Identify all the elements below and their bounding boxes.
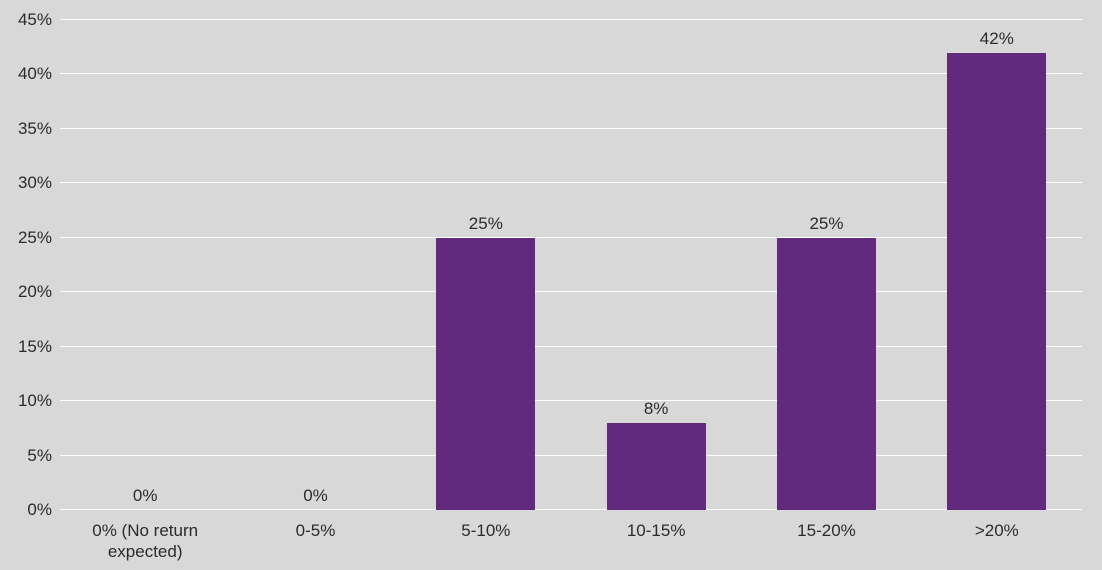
bar: 25% [777, 238, 876, 510]
y-tick-label: 5% [27, 446, 60, 466]
x-tick-label: 0-5% [230, 510, 400, 570]
y-tick-label: 30% [18, 173, 60, 193]
y-tick-label: 40% [18, 64, 60, 84]
y-tick-label: 0% [27, 500, 60, 520]
bar-slot: 42% [912, 20, 1082, 510]
bar-value-label: 0% [133, 486, 158, 510]
bar-slot: 8% [571, 20, 741, 510]
bar-slot: 25% [401, 20, 571, 510]
y-tick-label: 25% [18, 228, 60, 248]
y-tick-label: 45% [18, 10, 60, 30]
bar-value-label: 25% [809, 214, 843, 238]
bars-row: 0% 0% 25% 8% 25% 42% [60, 20, 1082, 510]
x-tick-label: 0% (No returnexpected) [60, 510, 230, 570]
y-tick-label: 35% [18, 119, 60, 139]
x-tick-label: >20% [912, 510, 1082, 570]
plot-area: 0%5%10%15%20%25%30%35%40%45%0%0%25%8%25%… [60, 20, 1082, 510]
bar-slot: 0% [60, 20, 230, 510]
bar-value-label: 8% [644, 399, 669, 423]
y-tick-label: 15% [18, 337, 60, 357]
x-tick-label: 5-10% [401, 510, 571, 570]
bar-chart: 0% 5% 10% 15% 20% 25% 30% 35% 40% 45% 0% 0% 25% 8% 25%… [0, 0, 1102, 570]
bar-value-label: 25% [469, 214, 503, 238]
bar: 42% [947, 53, 1046, 510]
bar: 25% [436, 238, 535, 510]
x-tick-label: 15-20% [741, 510, 911, 570]
bar-slot: 0% [230, 20, 400, 510]
bar-value-label: 0% [303, 486, 328, 510]
y-tick-label: 20% [18, 282, 60, 302]
bar-value-label: 42% [980, 29, 1014, 53]
bar: 8% [607, 423, 706, 510]
x-tick-label: 10-15% [571, 510, 741, 570]
y-tick-label: 10% [18, 391, 60, 411]
bar-slot: 25% [741, 20, 911, 510]
x-axis-labels: 0% (No returnexpected)0-5%5-10%10-15%15-… [60, 510, 1082, 570]
